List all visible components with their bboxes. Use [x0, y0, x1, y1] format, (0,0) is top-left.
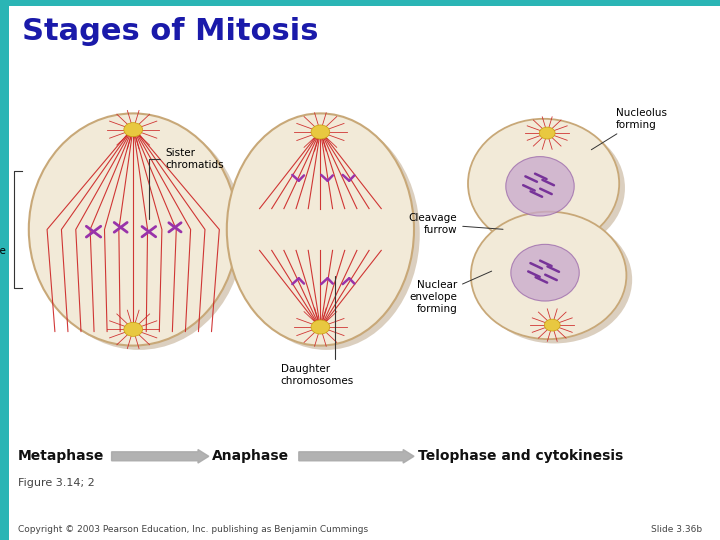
Circle shape	[124, 322, 143, 336]
Bar	[0, 0, 9, 540]
Text: Metaphase: Metaphase	[18, 449, 104, 463]
Text: Stages of Mitosis: Stages of Mitosis	[22, 17, 318, 46]
Circle shape	[124, 123, 143, 137]
Circle shape	[544, 319, 560, 331]
Ellipse shape	[227, 113, 414, 346]
Circle shape	[311, 125, 330, 139]
Text: Slide 3.36b: Slide 3.36b	[651, 524, 702, 534]
Text: Figure 3.14; 2: Figure 3.14; 2	[18, 478, 95, 488]
Polygon shape	[112, 449, 209, 463]
Ellipse shape	[505, 157, 575, 216]
Text: Nuclear
envelope
forming: Nuclear envelope forming	[410, 271, 492, 314]
Text: Nucleolus
forming: Nucleolus forming	[591, 108, 667, 150]
Ellipse shape	[35, 118, 243, 350]
Text: Copyright © 2003 Pearson Education, Inc. publishing as Benjamin Cummings: Copyright © 2003 Pearson Education, Inc.…	[18, 524, 368, 534]
Bar	[0, 0, 720, 6]
Text: Telophase and cytokinesis: Telophase and cytokinesis	[418, 449, 623, 463]
Text: Anaphase: Anaphase	[212, 449, 289, 463]
Text: Spindle: Spindle	[0, 246, 6, 256]
Circle shape	[311, 320, 330, 334]
Ellipse shape	[471, 212, 626, 339]
Circle shape	[539, 127, 555, 139]
Ellipse shape	[233, 118, 420, 350]
Text: Cleavage
furrow: Cleavage furrow	[408, 213, 503, 235]
Ellipse shape	[477, 216, 632, 343]
Ellipse shape	[29, 113, 238, 346]
Ellipse shape	[510, 244, 579, 301]
Text: Sister
chromatids: Sister chromatids	[149, 148, 224, 219]
Ellipse shape	[474, 123, 625, 253]
Polygon shape	[299, 449, 414, 463]
Text: Daughter
chromosomes: Daughter chromosomes	[281, 276, 354, 386]
Ellipse shape	[468, 119, 619, 248]
